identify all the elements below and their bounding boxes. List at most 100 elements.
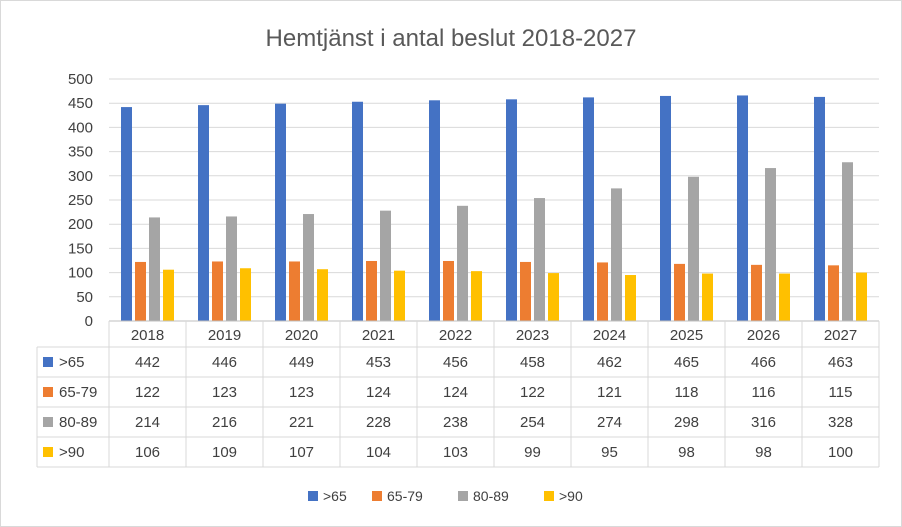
series-label: 65-79 xyxy=(59,384,97,401)
bar-6579-2019 xyxy=(212,261,223,321)
data-label: 95 xyxy=(601,444,618,461)
legend-swatch xyxy=(458,491,468,501)
bar-90-2024 xyxy=(625,275,636,321)
gridlines xyxy=(109,78,879,298)
data-label: 221 xyxy=(289,414,314,431)
data-label: 446 xyxy=(212,354,237,371)
data-label: 328 xyxy=(828,414,853,431)
bar-90-2021 xyxy=(394,270,405,321)
data-label: 228 xyxy=(366,414,391,431)
data-label: 449 xyxy=(289,354,314,371)
bar-6579-2022 xyxy=(443,260,454,321)
y-tick-label: 500 xyxy=(68,71,93,88)
data-label: 106 xyxy=(135,444,160,461)
data-label: 123 xyxy=(289,384,314,401)
bar-6579-2023 xyxy=(520,261,531,321)
x-tick-label: 2024 xyxy=(593,327,626,344)
bar-6579-2024 xyxy=(597,262,608,321)
data-label: 463 xyxy=(828,354,853,371)
data-label: 99 xyxy=(524,444,541,461)
y-tick-label: 100 xyxy=(68,265,93,282)
bar-65-2025 xyxy=(660,95,671,321)
bar-8089-2019 xyxy=(226,216,237,321)
bar-6579-2020 xyxy=(289,261,300,321)
chart-title: Hemtjänst i antal beslut 2018-2027 xyxy=(266,25,637,52)
series-label: >90 xyxy=(59,444,84,461)
y-tick-label: 300 xyxy=(68,168,93,185)
bar-65-2027 xyxy=(814,96,825,322)
data-label: 465 xyxy=(674,354,699,371)
series-label: >65 xyxy=(59,354,84,371)
data-label: 115 xyxy=(829,384,853,401)
data-label: 274 xyxy=(597,414,622,431)
bar-6579-2025 xyxy=(674,263,685,321)
y-tick-label: 50 xyxy=(76,289,93,306)
data-label: 98 xyxy=(678,444,695,461)
bar-90-2020 xyxy=(317,269,328,321)
legend-label: >90 xyxy=(559,488,583,504)
x-tick-label: 2018 xyxy=(131,327,164,344)
legend-swatch xyxy=(308,491,318,501)
x-tick-label: 2020 xyxy=(285,327,318,344)
bar-8089-2026 xyxy=(765,168,776,321)
bar-65-2026 xyxy=(737,95,748,322)
bar-90-2026 xyxy=(779,273,790,321)
bar-8089-2020 xyxy=(303,214,314,321)
x-tick-label: 2025 xyxy=(670,327,703,344)
bar-6579-2021 xyxy=(366,260,377,321)
data-label: 442 xyxy=(135,354,160,371)
data-label: 216 xyxy=(212,414,237,431)
bar-8089-2027 xyxy=(842,162,853,321)
bar-65-2020 xyxy=(275,103,286,322)
data-label: 458 xyxy=(520,354,545,371)
data-label: 124 xyxy=(366,384,391,401)
data-label: 254 xyxy=(520,414,545,431)
bar-90-2025 xyxy=(702,273,713,321)
x-tick-label: 2026 xyxy=(747,327,780,344)
data-label: 118 xyxy=(675,384,699,401)
bar-90-2019 xyxy=(240,268,251,321)
data-label: 124 xyxy=(443,384,468,401)
data-label: 214 xyxy=(135,414,160,431)
data-table: 2018 2019 2020 2021 2022 2023 2024 2025 2026 2027… xyxy=(36,320,880,468)
bar-90-2027 xyxy=(856,272,867,321)
bar-65-2023 xyxy=(506,99,517,321)
data-label: 104 xyxy=(366,444,391,461)
data-label: 466 xyxy=(751,354,776,371)
data-label: 122 xyxy=(135,384,160,401)
series-label: 80-89 xyxy=(59,414,97,431)
series-key xyxy=(43,447,53,457)
legend: >65 65-79 80-89 >90 xyxy=(308,488,583,504)
bar-6579-2018 xyxy=(135,261,146,321)
data-label: 298 xyxy=(674,414,699,431)
y-tick-label: 150 xyxy=(68,240,93,257)
data-label: 107 xyxy=(289,444,314,461)
x-tick-label: 2023 xyxy=(516,327,549,344)
x-tick-label: 2019 xyxy=(208,327,241,344)
data-label: 109 xyxy=(212,444,237,461)
x-tick-label: 2022 xyxy=(439,327,472,344)
bars xyxy=(121,95,867,322)
data-label: 462 xyxy=(597,354,622,371)
legend-label: >65 xyxy=(323,488,347,504)
data-label: 316 xyxy=(751,414,776,431)
bar-8089-2023 xyxy=(534,198,545,321)
legend-label: 65-79 xyxy=(387,488,423,504)
data-label: 121 xyxy=(597,384,622,401)
bar-90-2022 xyxy=(471,271,482,321)
bar-6579-2026 xyxy=(751,264,762,321)
legend-swatch xyxy=(544,491,554,501)
y-axis-ticks: 0 50 100 150 200 250 300 350 400 450 500 xyxy=(68,71,93,330)
bar-65-2021 xyxy=(352,101,363,321)
bar-8089-2024 xyxy=(611,188,622,321)
data-label: 123 xyxy=(212,384,237,401)
y-tick-label: 350 xyxy=(68,144,93,161)
bar-8089-2022 xyxy=(457,205,468,321)
y-tick-label: 250 xyxy=(68,192,93,209)
series-key xyxy=(43,357,53,367)
bar-8089-2021 xyxy=(380,210,391,321)
bar-8089-2025 xyxy=(688,176,699,321)
data-label: 456 xyxy=(443,354,468,371)
